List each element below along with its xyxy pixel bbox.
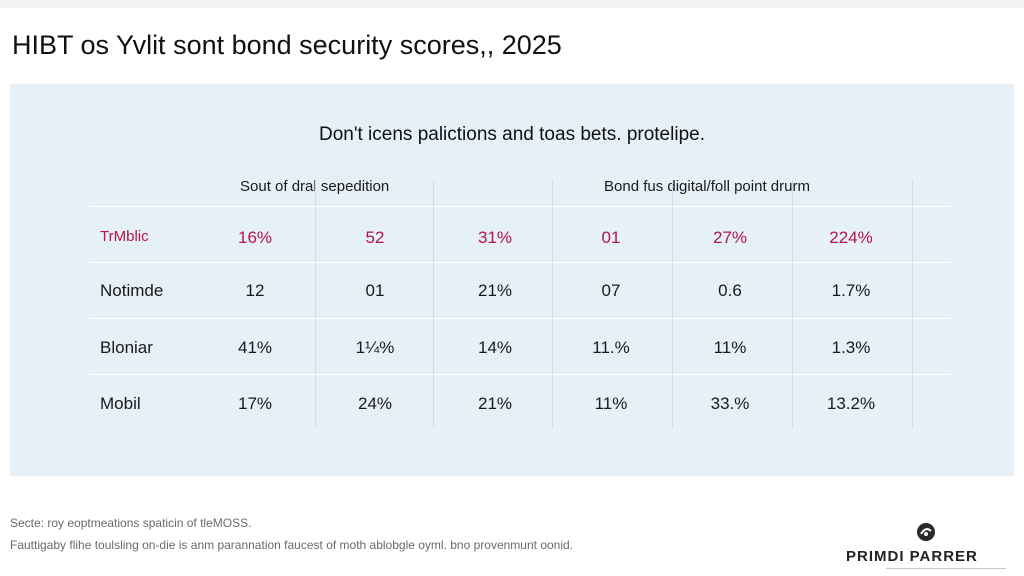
score-table-panel: Don't icens palictions and toas bets. pr… bbox=[10, 84, 1014, 476]
table-cell: 21% bbox=[477, 394, 513, 413]
table-cell: 01 bbox=[601, 228, 621, 247]
grid-hline bbox=[90, 206, 950, 207]
grid-vline bbox=[792, 180, 793, 428]
row-label: Notimde bbox=[100, 281, 164, 300]
footer-note-line: Fauttigaby flihe toulsling on-die is anm… bbox=[10, 538, 574, 552]
grid-vline bbox=[912, 180, 913, 428]
table-cell: 14% bbox=[477, 338, 513, 357]
table-cell: 01 bbox=[365, 281, 385, 300]
table-cell: 21% bbox=[477, 281, 513, 300]
grid-hline bbox=[90, 262, 950, 263]
table-cell: 224% bbox=[829, 228, 873, 247]
brand-logo-icon bbox=[916, 522, 936, 547]
table-cell: 0.6 bbox=[718, 281, 742, 300]
row-label: Mobil bbox=[100, 394, 141, 413]
grid-vline bbox=[315, 180, 316, 428]
table-cell: 13.2% bbox=[826, 394, 876, 413]
grid-vline bbox=[672, 180, 673, 428]
table-cell: 33.% bbox=[710, 394, 750, 413]
grid-hline bbox=[90, 374, 950, 375]
table-cell: 11.% bbox=[592, 338, 630, 357]
table-cell: 11% bbox=[594, 394, 628, 413]
row-label: Bloniar bbox=[100, 338, 153, 357]
grid-vline bbox=[433, 180, 434, 428]
table-cell: 11% bbox=[713, 338, 747, 357]
column-group-header-1: Sout of dral sepedition bbox=[240, 178, 390, 195]
row-label: TrMblic bbox=[100, 228, 149, 245]
table-cell: 07 bbox=[601, 281, 621, 300]
column-group-header-2: Bond fus digital/foll point drurm bbox=[604, 178, 810, 195]
page-title: HIBT os Yvlit sont bond security scores,… bbox=[12, 30, 562, 60]
table-cell: 1.3% bbox=[831, 338, 871, 357]
table-cell: 12 bbox=[245, 281, 265, 300]
table-cell: 31% bbox=[477, 228, 513, 247]
grid-hline bbox=[90, 318, 950, 319]
table-cell: 1¼% bbox=[355, 338, 395, 357]
top-rule bbox=[0, 0, 1024, 8]
footer-source-line: Secte: roy eoptmeations spaticin of tleM… bbox=[10, 516, 252, 530]
brand-name: PRIMDI PARRER bbox=[846, 548, 978, 565]
brand-block: PRIMDI PARRER bbox=[846, 522, 1016, 572]
grid-vline bbox=[552, 180, 553, 428]
table-subtitle: Don't icens palictions and toas bets. pr… bbox=[319, 124, 705, 145]
table-cell: 1.7% bbox=[831, 281, 871, 300]
table-cell: 27% bbox=[712, 228, 748, 247]
table-cell: 24% bbox=[357, 394, 393, 413]
table-cell: 16% bbox=[237, 228, 273, 247]
brand-rule bbox=[886, 568, 1006, 569]
table-cell: 41% bbox=[237, 338, 273, 357]
table-cell: 17% bbox=[237, 394, 273, 413]
table-cell: 52 bbox=[365, 228, 385, 247]
